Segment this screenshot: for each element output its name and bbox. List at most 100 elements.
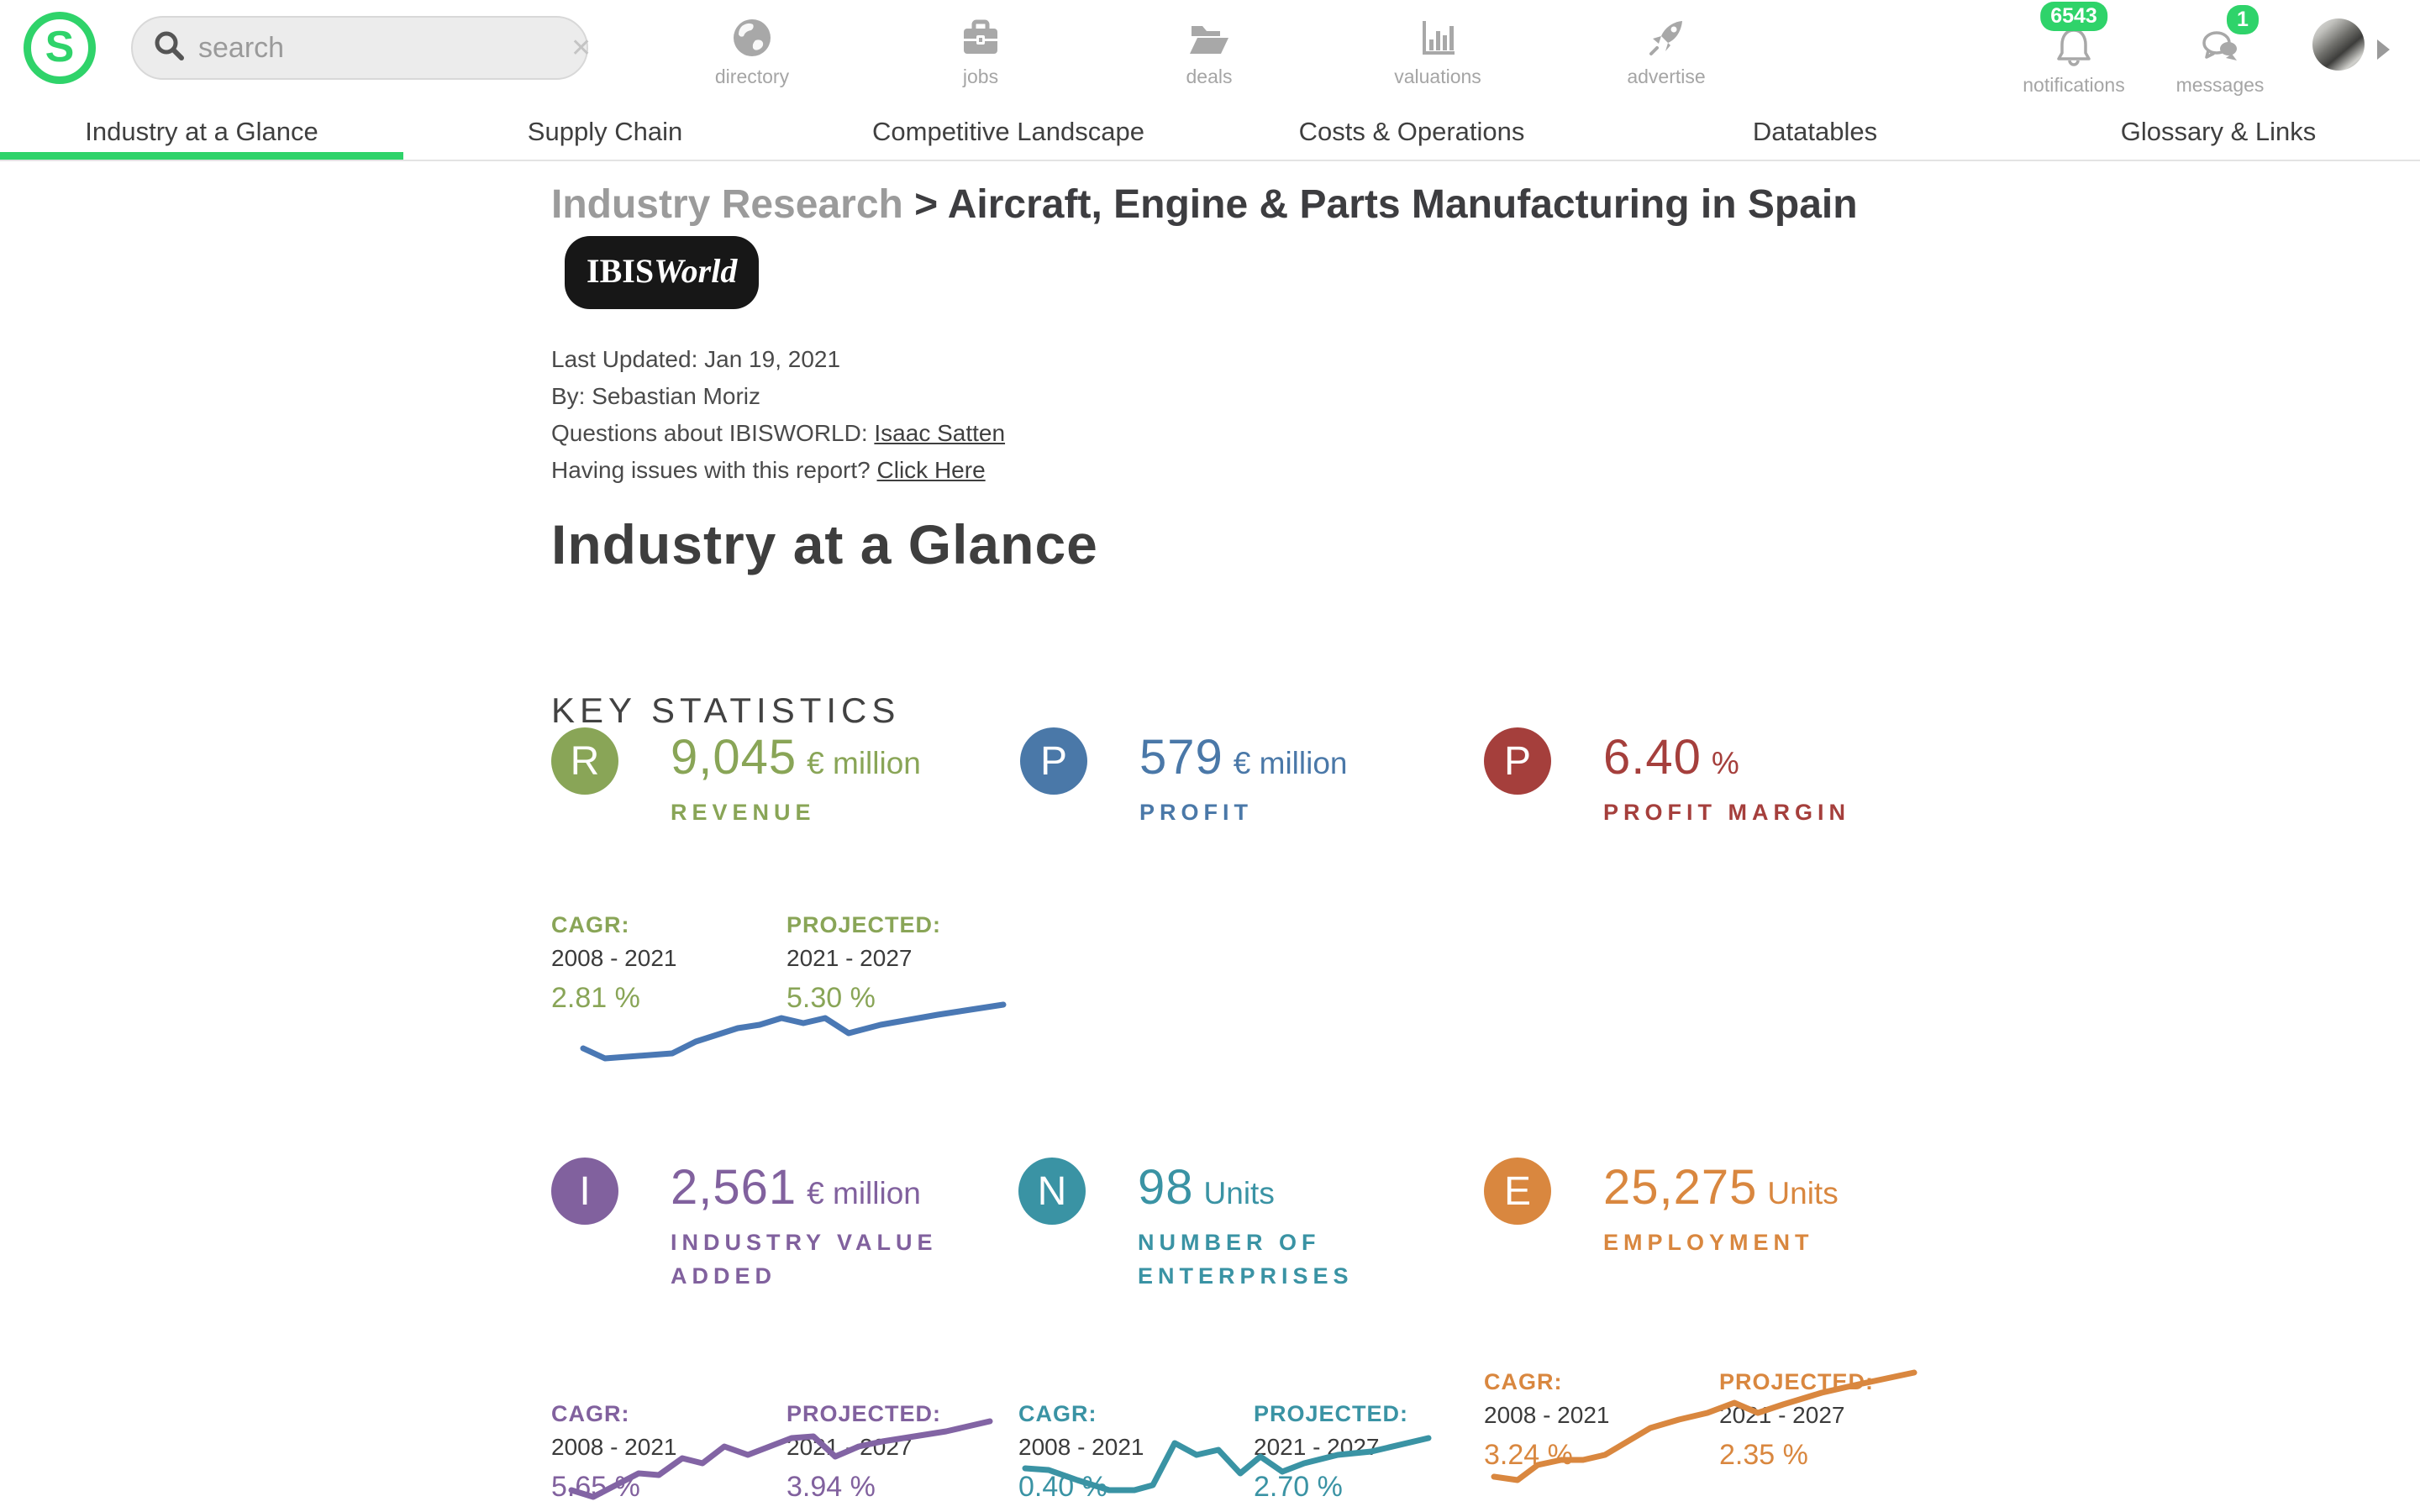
- ibisworld-badge: IBISWorld: [565, 236, 760, 309]
- tab-glossary-links[interactable]: Glossary & Links: [2120, 117, 2317, 146]
- stat-revenue-unit: € million: [807, 746, 921, 780]
- projected-label: PROJECTED:: [1254, 1401, 1409, 1426]
- stat-revenue-label: REVENUE: [671, 800, 816, 825]
- stat-number-of-enterprises: N 98 Units NUMBER OF ENTERPRISES CAGR: 20…: [1018, 1158, 1489, 1503]
- stat-profit-value: 579: [1139, 730, 1223, 785]
- cagr-years: 2008 - 2021: [1484, 1402, 1610, 1428]
- breadcrumb[interactable]: Industry Research: [551, 182, 903, 227]
- stat-profit-margin-value: 6.40: [1603, 730, 1702, 785]
- nav-jobs[interactable]: jobs: [909, 13, 1052, 88]
- tab-datatables[interactable]: Datatables: [1752, 117, 1878, 146]
- chat-icon: [2153, 22, 2287, 71]
- cagr-label: CAGR:: [1018, 1401, 1097, 1426]
- nav-advertise[interactable]: advertise: [1595, 13, 1738, 88]
- cagr-label: CAGR:: [551, 1401, 630, 1426]
- search-bar[interactable]: ✕: [131, 16, 592, 80]
- nav-jobs-label: jobs: [962, 66, 999, 87]
- stat-industry-value-added: I 2,561 € million INDUSTRY VALUE ADDED CA…: [551, 1158, 1022, 1503]
- meta-questions: Questions about IBISWORLD: Isaac Satten: [551, 420, 1006, 446]
- projected-label: PROJECTED:: [1719, 1369, 1875, 1394]
- projected-value: 2.35 %: [1719, 1439, 1808, 1471]
- globe-icon: [681, 13, 823, 62]
- stat-revenue-value: 9,045: [671, 730, 797, 785]
- tab-supply-chain[interactable]: Supply Chain: [527, 117, 683, 146]
- nav-valuations-label: valuations: [1394, 66, 1481, 87]
- employment-sparkline: [1491, 1369, 1918, 1483]
- stat-noe-icon: N: [1018, 1158, 1086, 1225]
- stat-employment-icon: E: [1484, 1158, 1551, 1225]
- stat-profit-label: PROFIT: [1139, 800, 1253, 825]
- cagr-years: 2008 - 2021: [551, 1434, 677, 1460]
- number-of-enterprises-sparkline: [1022, 1435, 1432, 1494]
- nav-notifications-label: notifications: [2023, 74, 2125, 96]
- stat-employment-unit: Units: [1767, 1176, 1839, 1210]
- app-logo[interactable]: S: [24, 12, 96, 84]
- user-avatar[interactable]: [2312, 18, 2365, 71]
- tab-costs-operations[interactable]: Costs & Operations: [1298, 117, 1525, 146]
- search-clear-icon[interactable]: ✕: [571, 34, 592, 62]
- nav-messages-label: messages: [2175, 74, 2265, 96]
- projected-years: 2021 - 2027: [786, 945, 913, 971]
- chevron-right-icon[interactable]: [2376, 39, 2391, 65]
- stat-employment: E 25,275 Units EMPLOYMENT CAGR: 2008 - 20…: [1484, 1158, 1954, 1471]
- stat-profit-margin-unit: %: [1711, 746, 1739, 780]
- stat-profit-margin: P 6.40% PROFIT MARGIN: [1484, 727, 1954, 829]
- stat-iva-value: 2,561: [671, 1160, 797, 1215]
- ibisworld-badge-bold: IBIS: [587, 252, 655, 290]
- nav-deals[interactable]: deals: [1138, 13, 1281, 88]
- nav-deals-label: deals: [1186, 66, 1233, 87]
- tab-competitive-landscape[interactable]: Competitive Landscape: [872, 117, 1144, 146]
- cagr-label: CAGR:: [551, 912, 630, 937]
- bar-chart-icon: [1366, 13, 1509, 62]
- report-tabbar: Industry at a Glance Supply Chain Compet…: [0, 104, 2420, 161]
- report-issue-link[interactable]: Click Here: [876, 457, 986, 483]
- page-title: Industry at a Glance: [551, 513, 1098, 575]
- stat-noe-label: NUMBER OF ENTERPRISES: [1138, 1230, 1354, 1289]
- messages-badge: 1: [2227, 5, 2259, 34]
- cagr-years: 2008 - 2021: [551, 945, 677, 971]
- projected-value: 3.94 %: [786, 1471, 876, 1503]
- stat-revenue: R 9,045 € million REVENUE CAGR: 2008 - 20…: [551, 727, 1022, 1014]
- stat-iva-label: INDUSTRY VALUE ADDED: [671, 1230, 938, 1289]
- meta-issues: Having issues with this report? Click He…: [551, 457, 986, 483]
- meta-last-updated: Last Updated: Jan 19, 2021: [551, 346, 841, 372]
- stat-profit-icon: P: [1020, 727, 1087, 795]
- rocket-icon: [1595, 13, 1738, 62]
- stat-profit-margin-icon: P: [1484, 727, 1551, 795]
- stat-employment-label: EMPLOYMENT: [1603, 1230, 1814, 1255]
- search-icon: [153, 29, 187, 67]
- stat-noe-unit: Units: [1203, 1176, 1275, 1210]
- stat-iva-icon: I: [551, 1158, 618, 1225]
- briefcase-icon: [909, 13, 1052, 62]
- revenue-sparkline: [580, 1001, 1007, 1062]
- meta-author: By: Sebastian Moriz: [551, 383, 760, 409]
- ibisworld-badge-italic: World: [654, 252, 738, 290]
- industry-value-added-sparkline: [568, 1418, 993, 1500]
- nav-messages[interactable]: 1 messages: [2153, 5, 2287, 97]
- stat-profit-unit: € million: [1233, 746, 1348, 780]
- nav-directory[interactable]: directory: [681, 13, 823, 88]
- projected-label: PROJECTED:: [786, 912, 942, 937]
- stat-noe-value: 98: [1138, 1160, 1194, 1215]
- nav-notifications[interactable]: 6543 notifications: [1998, 2, 2149, 97]
- report-meta: Last Updated: Jan 19, 2021 By: Sebastian…: [551, 341, 2013, 489]
- search-input[interactable]: [198, 31, 571, 65]
- nav-directory-label: directory: [714, 66, 790, 87]
- report-content: Industry Research > Aircraft, Engine & P…: [551, 161, 2013, 731]
- contact-link[interactable]: Isaac Satten: [874, 420, 1006, 446]
- cagr-years: 2008 - 2021: [1018, 1434, 1144, 1460]
- nav-valuations[interactable]: valuations: [1366, 13, 1509, 88]
- key-statistics-heading: KEY STATISTICS: [551, 690, 901, 730]
- projected-value: 2.70 %: [1254, 1471, 1343, 1503]
- stat-profit: P 579 € million PROFIT: [1020, 727, 1491, 829]
- cagr-value: 3.24 %: [1484, 1439, 1573, 1471]
- bell-icon: [1998, 22, 2149, 71]
- stat-profit-margin-label: PROFIT MARGIN: [1603, 800, 1850, 825]
- tab-industry-at-a-glance[interactable]: Industry at a Glance: [0, 104, 403, 160]
- projected-value: 5.30 %: [786, 982, 876, 1014]
- stat-iva-unit: € million: [807, 1176, 921, 1210]
- cagr-value: 2.81 %: [551, 982, 640, 1014]
- nav-advertise-label: advertise: [1627, 66, 1706, 87]
- notifications-badge: 6543: [2040, 2, 2107, 31]
